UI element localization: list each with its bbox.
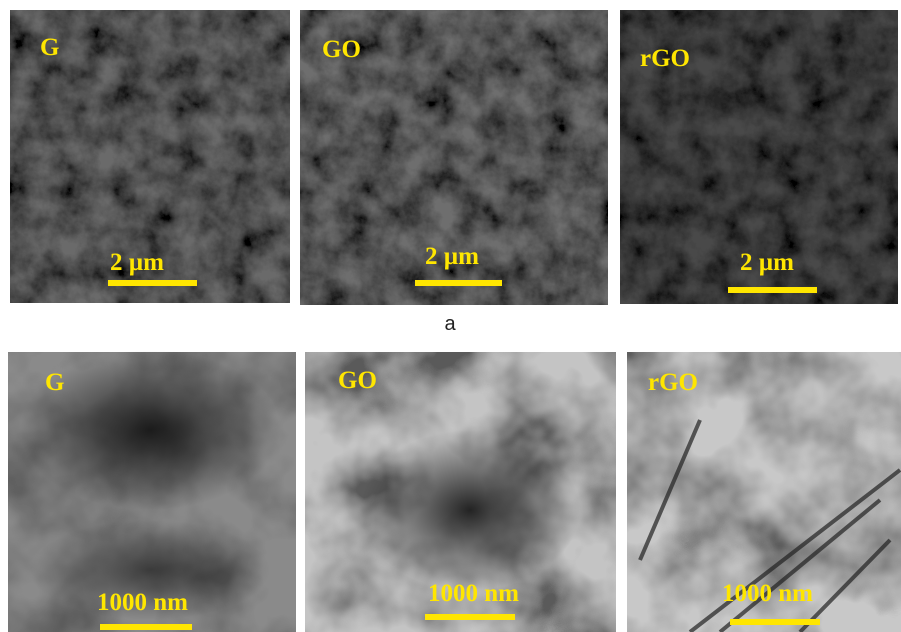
panel-label: G (45, 369, 64, 396)
scale-bar-label: 2 µm (425, 243, 479, 270)
panel-label: GO (322, 36, 361, 63)
scale-bar-label: 1000 nm (428, 580, 519, 607)
scale-bar-label: 1000 nm (97, 589, 188, 616)
scale-bar-label: 1000 nm (722, 580, 813, 607)
panel-label: rGO (648, 369, 698, 396)
panel-label: rGO (640, 45, 690, 72)
caption: a (444, 313, 456, 335)
panel-label: G (40, 34, 59, 61)
figure: G GO rGO 2 µm 2 µm 2 µm a G GO rGO 1000 … (0, 0, 901, 632)
scale-bar-label: 2 µm (740, 249, 794, 276)
scale-bar-label: 2 µm (110, 249, 164, 276)
panel-label: GO (338, 367, 377, 394)
